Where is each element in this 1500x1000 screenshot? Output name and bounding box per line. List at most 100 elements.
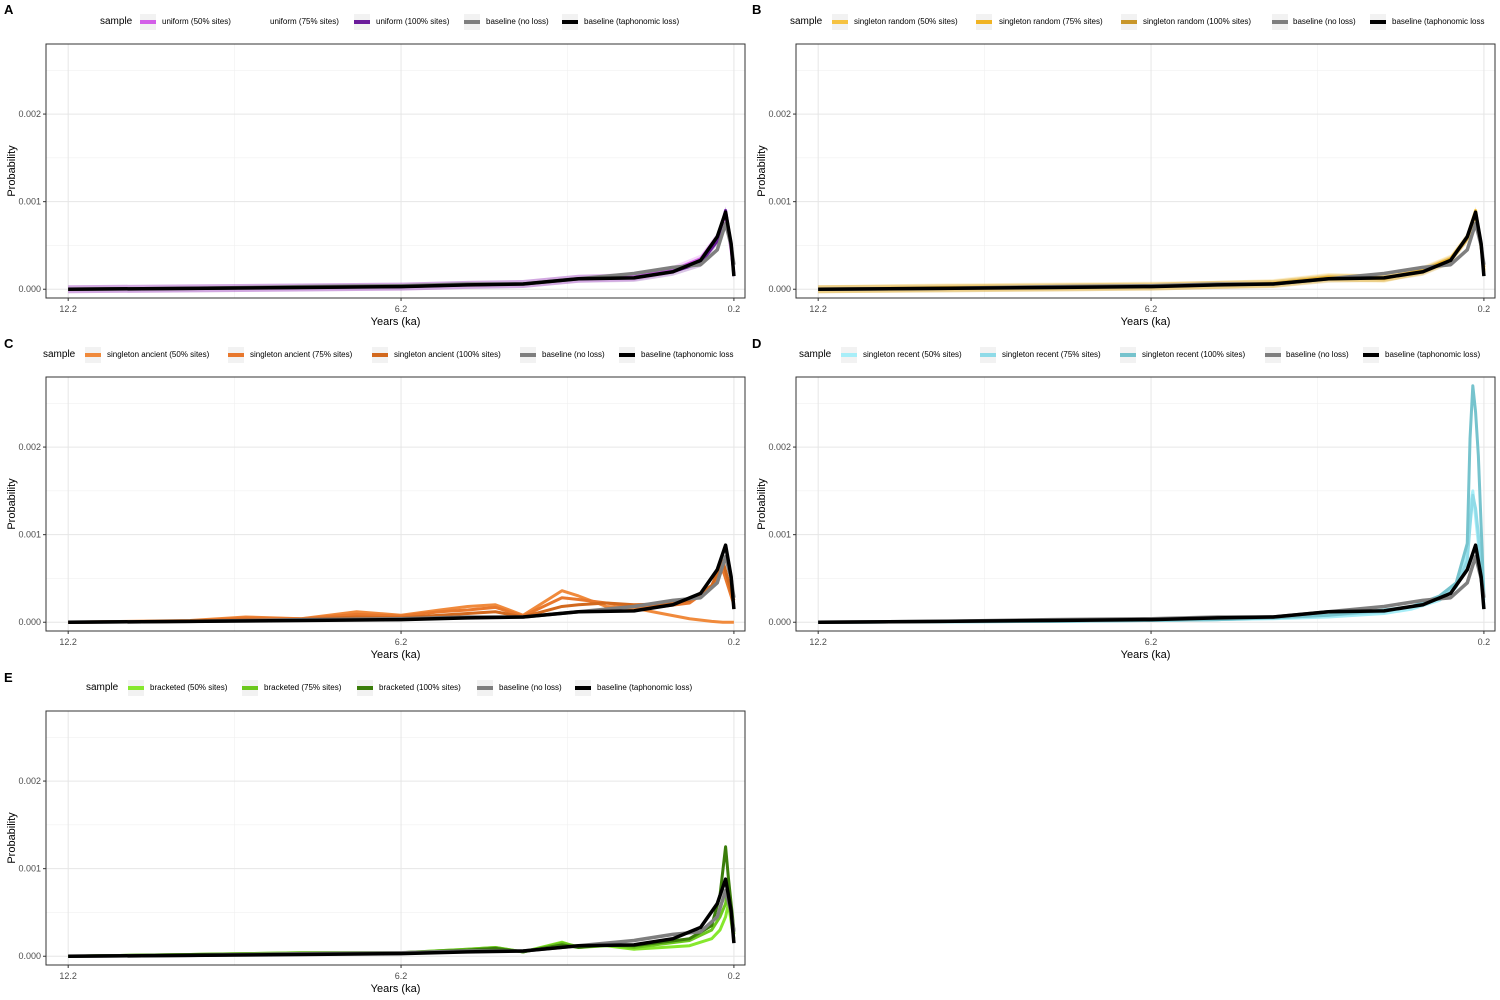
panel-letter: B	[752, 2, 761, 17]
plot-area: 12.2 6.2 0.2 0.000 0.001 0.002 Years (ka) Proba…	[6, 710, 746, 995]
y-axis-label: Probability	[6, 145, 18, 197]
legend-label: baseline (no loss)	[1286, 350, 1349, 359]
y-tick-label: 0.001	[768, 197, 791, 207]
legend-swatch	[357, 686, 373, 690]
legend-key	[1121, 14, 1137, 30]
legend-key	[1370, 14, 1386, 30]
x-tick-label: 12.2	[59, 637, 77, 647]
x-tick-label: 6.2	[1145, 637, 1158, 647]
legend-key	[1272, 14, 1288, 30]
legend-swatch	[354, 20, 370, 24]
plot-area: 12.2 6.2 0.2 0.000 0.001 0.002 Years (ka) Proba…	[6, 43, 746, 328]
legend-title: sample	[100, 16, 133, 27]
legend-swatch	[976, 20, 992, 24]
x-tick-label: 0.2	[728, 304, 741, 314]
legend-label: singleton ancient (75% sites)	[250, 350, 353, 359]
legend: sample bracketed (50% sites) bracketed (…	[86, 680, 692, 696]
legend-key	[354, 14, 370, 30]
panel-border	[795, 43, 1496, 299]
legend: sample singleton random (50% sites) sing…	[790, 14, 1485, 30]
legend-label: singleton ancient (100% sites)	[394, 350, 501, 359]
legend-key	[619, 347, 635, 363]
y-tick-label: 0.000	[18, 951, 41, 961]
legend-label: singleton random (75% sites)	[999, 17, 1103, 26]
panel-border	[45, 43, 746, 299]
legend-swatch	[1272, 20, 1288, 24]
y-tick-label: 0.001	[18, 197, 41, 207]
panel-a: A sample uniform (50% sites) uniform (75…	[4, 2, 746, 328]
panel-border	[795, 376, 1496, 632]
legend-label: singleton recent (50% sites)	[863, 350, 962, 359]
x-tick-label: 6.2	[395, 971, 408, 981]
legend-label: bracketed (50% sites)	[150, 683, 228, 692]
panel-border	[45, 376, 746, 632]
x-axis-label: Years (ka)	[371, 983, 421, 995]
y-tick-label: 0.000	[18, 284, 41, 294]
legend-swatch	[140, 20, 156, 24]
legend-swatch	[242, 686, 258, 690]
y-axis-label: Probability	[6, 812, 18, 864]
y-tick-label: 0.000	[768, 617, 791, 627]
legend-label: singleton random (100% sites)	[1143, 17, 1251, 26]
legend-label: baseline (taphonomic loss)	[584, 17, 679, 26]
legend-label: baseline (no loss)	[1293, 17, 1356, 26]
legend-swatch	[1363, 353, 1379, 357]
legend-key	[980, 347, 996, 363]
x-tick-label: 0.2	[728, 971, 741, 981]
y-tick-label: 0.000	[768, 284, 791, 294]
x-tick-label: 0.2	[728, 637, 741, 647]
legend-swatch	[477, 686, 493, 690]
legend-swatch	[980, 353, 996, 357]
legend-label: uniform (75% sites)	[270, 17, 339, 26]
legend-label: singleton recent (100% sites)	[1142, 350, 1246, 359]
legend-label: singleton random (50% sites)	[854, 17, 958, 26]
plot-area: 12.2 6.2 0.2 0.000 0.001 0.002 Years (ka) Proba…	[756, 376, 1496, 661]
panel-letter: D	[752, 336, 761, 351]
legend-title: sample	[790, 16, 823, 27]
legend-swatch	[1120, 353, 1136, 357]
legend-label: singleton ancient (50% sites)	[107, 350, 210, 359]
legend-swatch	[1121, 20, 1137, 24]
legend-label: baseline (taphonomic loss)	[597, 683, 692, 692]
legend: sample singleton ancient (50% sites) sin…	[43, 347, 734, 363]
x-axis-label: Years (ka)	[371, 649, 421, 661]
legend-key	[520, 347, 536, 363]
legend-label: baseline (no loss)	[486, 17, 549, 26]
series-line	[818, 543, 1486, 624]
legend-swatch	[832, 20, 848, 24]
legend-key	[250, 14, 266, 30]
x-tick-label: 6.2	[1145, 304, 1158, 314]
panel-e: E sample bracketed (50% sites) bracketed…	[4, 670, 746, 995]
y-tick-label: 0.002	[768, 442, 791, 452]
legend-swatch	[520, 353, 536, 357]
series-line	[68, 210, 736, 291]
x-tick-label: 12.2	[809, 637, 827, 647]
legend-swatch	[464, 20, 480, 24]
panel-d: D sample singleton recent (50% sites) si…	[752, 336, 1496, 661]
legend-swatch	[85, 353, 101, 357]
x-tick-label: 6.2	[395, 304, 408, 314]
series-ribbon	[818, 209, 1484, 294]
legend-label: baseline (no loss)	[542, 350, 605, 359]
panel-letter: A	[4, 2, 14, 17]
y-axis-label: Probability	[6, 478, 18, 530]
legend-key	[1363, 347, 1379, 363]
series-line	[68, 543, 736, 624]
legend-swatch	[1265, 353, 1281, 357]
legend-label: bracketed (75% sites)	[264, 683, 342, 692]
y-tick-label: 0.001	[768, 530, 791, 540]
panel-c: C sample singleton ancient (50% sites) s…	[4, 336, 746, 661]
legend-key	[140, 14, 156, 30]
legend-swatch	[250, 20, 266, 24]
legend-key	[841, 347, 857, 363]
legend-key	[357, 680, 373, 696]
y-tick-label: 0.002	[768, 109, 791, 119]
legend-label: bracketed (100% sites)	[379, 683, 461, 692]
x-axis-label: Years (ka)	[371, 316, 421, 328]
legend-key	[464, 14, 480, 30]
plot-area: 12.2 6.2 0.2 0.000 0.001 0.002 Years (ka) Proba…	[756, 43, 1496, 328]
panel-border	[45, 710, 746, 966]
y-tick-label: 0.002	[18, 776, 41, 786]
legend: sample uniform (50% sites) uniform (75% …	[100, 14, 679, 30]
